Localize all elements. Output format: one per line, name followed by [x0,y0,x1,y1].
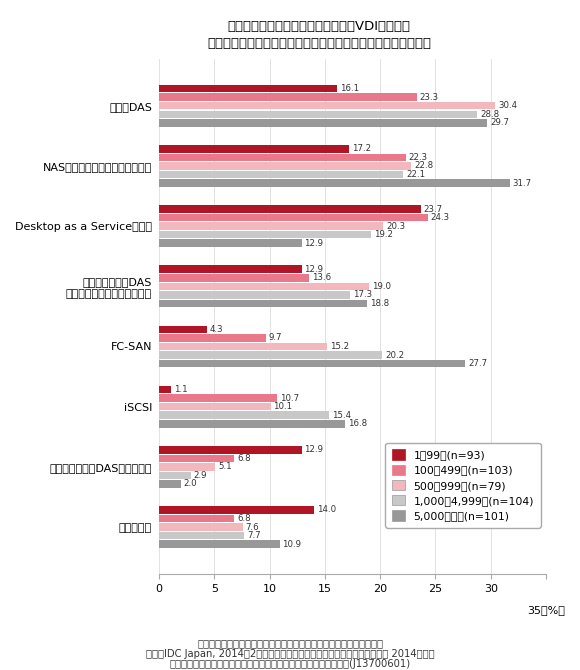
Text: 20.2: 20.2 [385,350,404,360]
Bar [159,480,181,488]
Bar [159,420,345,427]
Bar [159,411,329,419]
Text: 12.9: 12.9 [304,239,324,248]
Text: 17.3: 17.3 [353,290,372,299]
Bar [159,180,510,187]
Bar [159,283,369,290]
Text: 24.3: 24.3 [430,213,450,222]
Bar [159,523,243,531]
Text: 15.4: 15.4 [332,411,351,419]
Text: ＊デスクトップ仮想化を導入済み、導入計画中／検討中の企業の回答: ＊デスクトップ仮想化を導入済み、導入計画中／検討中の企業の回答 [197,638,383,648]
Text: 従業員規模別デスクトップ仮想化（VDI）環境で: 従業員規模別デスクトップ仮想化（VDI）環境で [227,20,411,33]
Text: 2.9: 2.9 [194,471,207,480]
Bar [159,334,266,342]
Bar [159,274,309,281]
Bar [159,102,495,109]
Text: 9.7: 9.7 [269,334,282,342]
Bar [159,214,427,221]
Bar [159,299,367,307]
Bar [159,463,215,470]
Text: 22.1: 22.1 [406,170,425,179]
Bar [159,343,327,350]
Text: 23.3: 23.3 [419,92,438,102]
Bar [159,205,421,213]
Text: 5.1: 5.1 [218,462,232,472]
Text: 29.7: 29.7 [490,119,509,127]
Text: 35（%）: 35（%） [527,605,565,615]
Text: 2.0: 2.0 [184,480,197,488]
Text: ストレージ投資のトランスフォーメーションの影響を探る」(J13700601): ストレージ投資のトランスフォーメーションの影響を探る」(J13700601) [169,659,411,669]
Bar [159,239,302,247]
Text: 出典：IDC Japan, 2014年2月「国内企業のストレージ利用実態に関する調査 2014年版：: 出典：IDC Japan, 2014年2月「国内企業のストレージ利用実態に関する… [146,649,434,659]
Bar [159,222,383,230]
Text: 17.2: 17.2 [352,144,371,153]
Bar [159,360,465,367]
Text: 16.8: 16.8 [347,419,367,428]
Bar [159,291,350,299]
Bar [159,231,371,239]
Text: 31.7: 31.7 [512,178,531,188]
Bar [159,326,206,333]
Bar [159,532,244,539]
Bar [159,145,349,153]
Text: 13.6: 13.6 [312,273,331,282]
Bar [159,119,487,127]
Text: 28.8: 28.8 [480,110,499,119]
Bar [159,85,337,92]
Bar [159,351,382,359]
Text: 1.1: 1.1 [174,385,187,394]
Bar [159,386,171,393]
Bar [159,162,411,170]
Bar [159,153,405,161]
Text: 16.1: 16.1 [340,84,359,93]
Bar [159,403,271,411]
Text: 30.4: 30.4 [498,101,517,111]
Text: 10.1: 10.1 [273,402,292,411]
Bar [159,454,234,462]
Text: 19.0: 19.0 [372,282,391,291]
Text: 10.9: 10.9 [282,539,301,549]
Bar [159,93,416,101]
Bar [159,395,277,402]
Text: 23.7: 23.7 [424,204,443,214]
Bar [159,472,191,479]
Bar [159,507,314,514]
Text: 10.7: 10.7 [280,394,299,403]
Bar [159,265,302,273]
Bar [159,515,234,523]
Text: 14.0: 14.0 [317,505,336,515]
Text: 利用している（利用を計画している）ストレージ（複数回答）: 利用している（利用を計画している）ストレージ（複数回答） [207,37,431,50]
Text: 4.3: 4.3 [209,325,223,334]
Text: 12.9: 12.9 [304,446,324,454]
Text: 6.8: 6.8 [237,514,251,523]
Text: 7.7: 7.7 [247,531,260,540]
Bar [159,541,280,548]
Text: 7.6: 7.6 [246,523,259,531]
Text: 15.2: 15.2 [330,342,349,351]
Bar [159,446,302,454]
Legend: 1～99人(n=93), 100～499人(n=103), 500～999人(n=79), 1,000～4,999人(n=104), 5,000人以上(n=10: 1～99人(n=93), 100～499人(n=103), 500～999人(n… [386,443,541,527]
Text: 22.8: 22.8 [414,161,433,170]
Bar [159,111,477,118]
Text: 12.9: 12.9 [304,265,324,274]
Text: 20.3: 20.3 [386,222,405,230]
Text: 18.8: 18.8 [369,299,389,308]
Text: 22.3: 22.3 [408,153,427,162]
Text: 19.2: 19.2 [374,230,393,239]
Bar [159,171,403,178]
Text: 6.8: 6.8 [237,454,251,463]
Text: 27.7: 27.7 [468,359,487,368]
